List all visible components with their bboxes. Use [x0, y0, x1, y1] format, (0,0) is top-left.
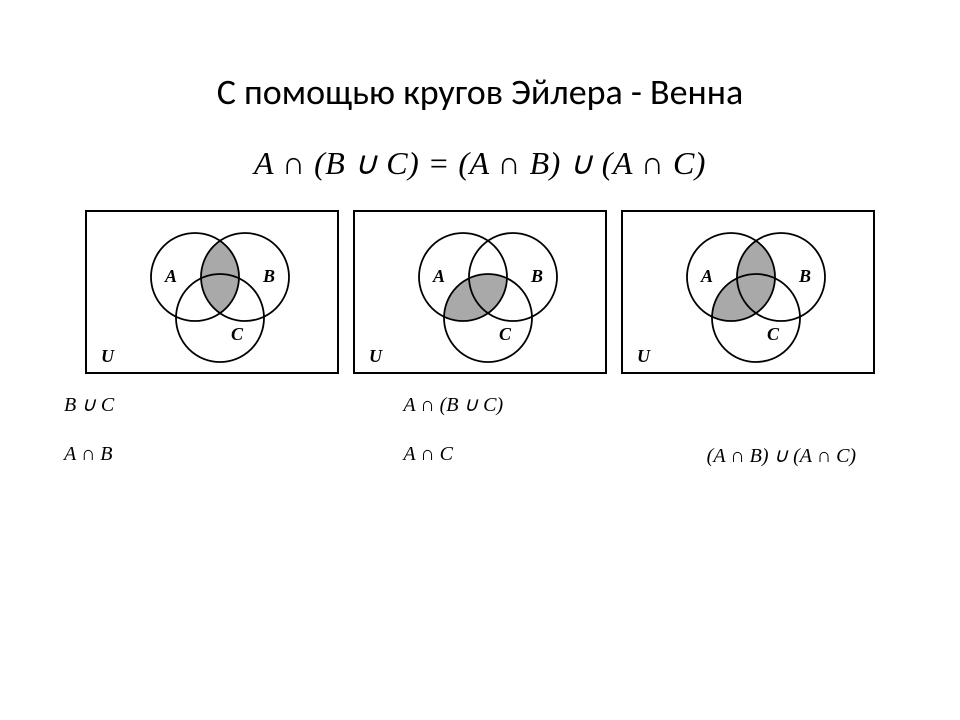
venn-panel-2: A B C U — [353, 210, 607, 374]
svg-text:B: B — [798, 266, 811, 286]
grid-r1c3 — [627, 392, 900, 417]
venn-row: A B C U A B C U A B C U — [60, 210, 900, 374]
venn-panel-3: A B C U — [621, 210, 875, 374]
svg-text:B: B — [262, 266, 275, 286]
svg-text:U: U — [101, 346, 115, 366]
grid-r1c1: B ∪ C — [60, 392, 333, 417]
grid-r2c2: A ∩ C — [343, 443, 616, 468]
venn-svg-1: A B C U — [87, 212, 337, 372]
page-title: С помощью кругов Эйлера - Венна — [60, 70, 900, 114]
formula-grid: B ∪ C A ∩ (B ∪ C) A ∩ B A ∩ C (A ∩ B) ∪ … — [60, 392, 900, 468]
slide: С помощью кругов Эйлера - Венна A ∩ (B ∪… — [0, 0, 960, 720]
svg-text:U: U — [637, 346, 651, 366]
grid-r1c2: A ∩ (B ∪ C) — [343, 392, 616, 417]
svg-text:C: C — [231, 324, 244, 344]
venn-panel-1: A B C U — [85, 210, 339, 374]
svg-text:B: B — [530, 266, 543, 286]
venn-svg-2: A B C U — [355, 212, 605, 372]
svg-text:A: A — [700, 266, 713, 286]
main-formula: A ∩ (B ∪ C) = (A ∩ B) ∪ (A ∩ C) — [60, 144, 900, 182]
svg-text:C: C — [767, 324, 780, 344]
svg-text:U: U — [369, 346, 383, 366]
venn-svg-3: A B C U — [623, 212, 873, 372]
svg-text:C: C — [499, 324, 512, 344]
svg-text:A: A — [164, 266, 177, 286]
svg-text:A: A — [432, 266, 445, 286]
grid-r2c3: (A ∩ B) ∪ (A ∩ C) — [627, 443, 900, 468]
grid-r2c1: A ∩ B — [60, 443, 333, 468]
